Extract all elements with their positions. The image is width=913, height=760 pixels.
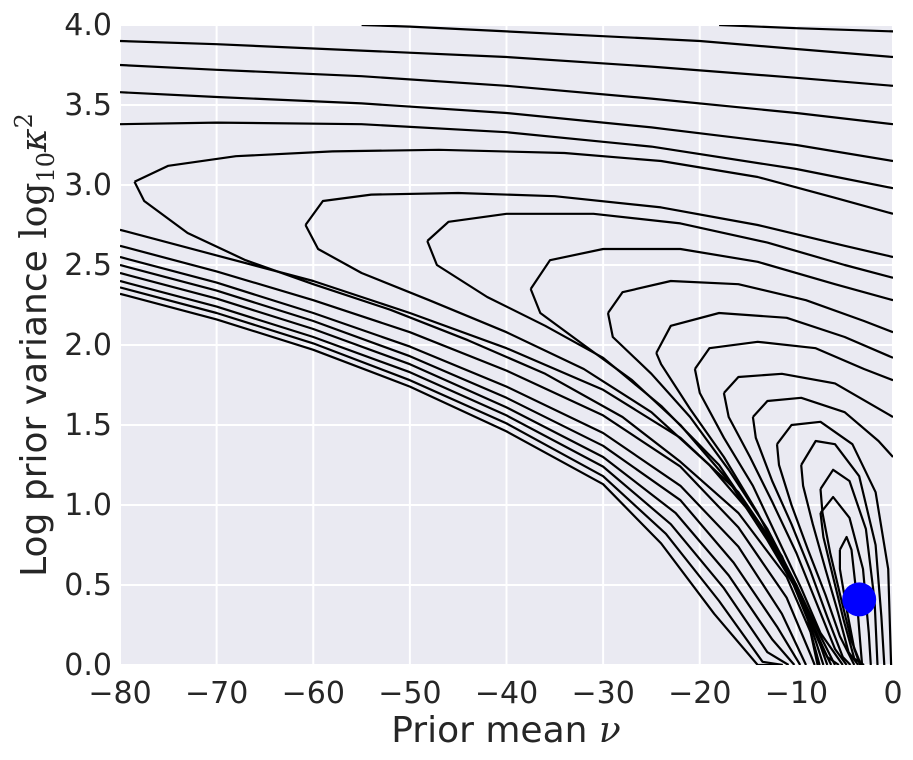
contour-line — [819, 468, 879, 665]
x-tick-label: −80 — [88, 676, 151, 711]
x-tick-label: 0 — [883, 676, 902, 711]
contour-line — [722, 392, 848, 665]
y-tick-label: 4.0 — [64, 8, 112, 43]
contour-line — [133, 181, 821, 665]
x-tick-label: −20 — [668, 676, 731, 711]
contour-line — [752, 396, 893, 458]
y-axis-label: Log prior variance log10κ2 — [10, 113, 60, 577]
y-tick-label: 1.5 — [64, 408, 112, 443]
contour-line — [693, 340, 893, 382]
y-axis-label-text: Log prior variance — [14, 239, 55, 577]
contour-line — [655, 352, 840, 665]
contour-line — [120, 121, 893, 190]
contour-line — [693, 368, 844, 665]
x-tick-label: −40 — [475, 676, 538, 711]
contour-line — [134, 148, 893, 215]
x-axis-label: Prior mean ν — [391, 710, 621, 751]
contour-line — [775, 444, 856, 665]
y-tick-label: 3.5 — [64, 88, 112, 123]
x-tick-label: −60 — [282, 676, 345, 711]
contour-line — [120, 228, 819, 665]
contour-line — [361, 25, 893, 59]
contour-line — [120, 271, 796, 665]
y-tick-labels: 0.0 0.5 1.0 1.5 2.0 2.5 3.0 3.5 4.0 — [64, 8, 112, 683]
optimum-marker — [842, 582, 877, 617]
contour-line — [719, 25, 893, 33]
contour-line — [426, 212, 893, 279]
marker-layer — [842, 582, 877, 617]
contour-lines — [120, 25, 893, 665]
y-axis-label-var: κ — [14, 128, 55, 153]
y-tick-label: 3.0 — [64, 168, 112, 203]
x-axis-label-text: Prior mean — [391, 710, 599, 751]
contour-line — [120, 292, 777, 665]
contour-line — [120, 39, 893, 87]
contour-line — [776, 420, 893, 665]
x-tick-labels: −80 −70 −60 −50 −40 −30 −20 −10 0 — [88, 676, 902, 711]
contour-line — [120, 263, 802, 665]
contour-line — [120, 255, 807, 665]
contour-line — [120, 63, 893, 126]
contour-line — [723, 372, 893, 418]
x-axis-label-symbol: ν — [599, 710, 621, 751]
contour-line — [800, 464, 860, 665]
x-tick-label: −50 — [378, 676, 441, 711]
contour-line — [606, 312, 836, 665]
x-tick-label: −30 — [571, 676, 634, 711]
contour-line — [800, 439, 886, 665]
y-tick-label: 1.0 — [64, 488, 112, 523]
contour-line — [304, 191, 893, 259]
y-axis-label-sup: 2 — [10, 113, 38, 128]
y-tick-label: 2.5 — [64, 248, 112, 283]
contour-line — [607, 279, 893, 334]
x-tick-label: −70 — [185, 676, 248, 711]
contour-line — [120, 244, 816, 665]
y-axis-label-sub: 10 — [32, 152, 60, 183]
x-tick-label: −10 — [765, 676, 828, 711]
y-axis-label-log: log — [14, 183, 55, 239]
contour-line — [838, 535, 864, 665]
contour-line — [120, 279, 790, 665]
contour-line — [120, 91, 893, 163]
contour-line — [529, 247, 893, 302]
contour-line — [819, 495, 872, 665]
contour-line — [120, 286, 783, 665]
y-tick-label: 2.0 — [64, 328, 112, 363]
contour-line — [655, 311, 893, 359]
y-tick-label: 0.0 — [64, 648, 112, 683]
contour-line — [751, 416, 852, 665]
y-tick-label: 0.5 — [64, 568, 112, 603]
contour-line — [819, 512, 865, 665]
